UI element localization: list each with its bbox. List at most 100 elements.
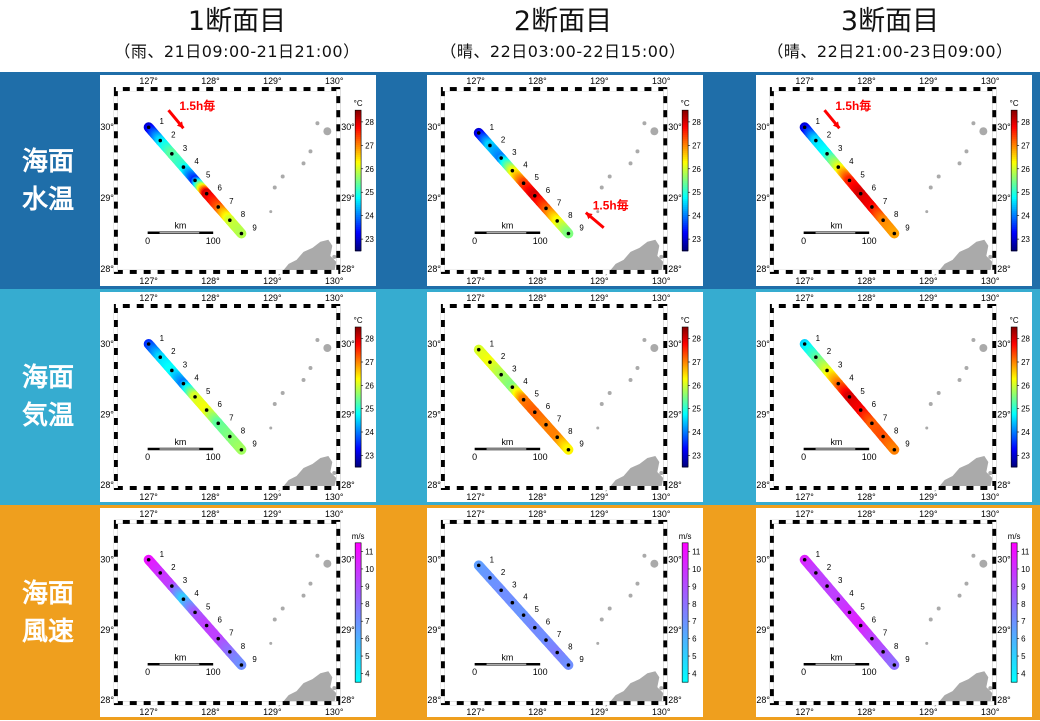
colorbar-step	[355, 672, 362, 675]
colorbar-step	[355, 558, 362, 562]
colorbar-step	[355, 572, 362, 576]
colorbar-step	[355, 353, 362, 356]
colorbar-step	[1011, 668, 1018, 671]
island	[925, 210, 929, 214]
colorbar-step	[682, 160, 689, 163]
map-chart: 127°127°128°128°129°129°130°130°30° 30°29…	[100, 509, 374, 717]
colorbar-step	[355, 361, 362, 364]
colorbar-step	[1011, 116, 1018, 119]
colorbar-tick-label: 24	[692, 428, 701, 437]
station-point	[204, 623, 209, 628]
colorbar-step	[355, 236, 362, 240]
interval-annotation: 1.5h毎	[179, 98, 215, 113]
colorbar-step	[682, 379, 689, 382]
colorbar-step	[1011, 600, 1018, 604]
colorbar-step	[355, 180, 362, 184]
colorbar-step	[355, 578, 362, 582]
colorbar-step	[682, 443, 689, 446]
station-point	[555, 219, 560, 223]
colorbar-step	[682, 226, 689, 230]
map-panel: 127° 127° 128° 128° 129° 129° 130° 130° 30° 30° 29…	[100, 75, 376, 286]
colorbar-step	[355, 327, 362, 330]
colorbar-step	[355, 662, 362, 665]
colorbar-step	[355, 198, 362, 202]
lon-tick-label: 128°	[857, 293, 876, 303]
station-label: 4	[523, 593, 528, 602]
station-label: 9	[905, 223, 910, 232]
colorbar-step	[682, 413, 689, 416]
colorbar-step	[1011, 351, 1018, 354]
colorbar-step	[682, 339, 689, 342]
lat-tick-label: 29°	[997, 193, 1011, 203]
colorbar-step	[682, 652, 689, 655]
colorbar-step	[1011, 634, 1018, 637]
colorbar-step	[1011, 132, 1018, 135]
colorbar-step	[682, 451, 689, 454]
lon-tick-label: 130°	[981, 492, 1000, 502]
colorbar-tick-label: 5	[1021, 652, 1026, 661]
colorbar-step	[682, 168, 689, 171]
station-label: 2	[501, 568, 506, 577]
lon-tick-label: 129°	[263, 509, 282, 519]
lat-tick-label: 29°	[997, 409, 1011, 419]
colorbar-step	[682, 437, 689, 440]
colorbar-step	[1011, 608, 1018, 612]
station-point	[170, 584, 174, 588]
station-label: 2	[171, 563, 176, 572]
colorbar-step	[682, 387, 689, 390]
colorbar-step	[1011, 357, 1018, 360]
colorbar-step	[1011, 650, 1018, 653]
colorbar-step	[355, 427, 362, 430]
colorbar-step	[355, 240, 362, 244]
lat-tick-label: 28°	[100, 264, 114, 274]
station-label: 9	[579, 223, 584, 232]
lon-tick-label: 130°	[981, 707, 1000, 717]
colorbar-step	[682, 164, 689, 167]
colorbar-step	[355, 441, 362, 444]
island	[988, 254, 993, 259]
map-chart: 127°127°128°128°129°129°130°130°30° 30°29…	[427, 293, 701, 502]
station-label: 1	[816, 334, 821, 343]
station-point	[544, 638, 548, 642]
colorbar-step	[682, 660, 689, 663]
colorbar-step	[682, 616, 689, 619]
station-point	[881, 434, 885, 439]
station-point	[566, 231, 571, 236]
island	[971, 553, 976, 558]
row-label: 海面 水温	[21, 146, 74, 215]
colorbar-step	[1011, 453, 1018, 456]
colorbar-step	[682, 465, 689, 468]
colorbar-step	[1011, 433, 1018, 436]
station-point	[533, 193, 537, 198]
colorbar-step	[355, 168, 362, 171]
colorbar-step	[355, 182, 362, 186]
colorbar-step	[1011, 379, 1018, 382]
lat-tick-label: 30°	[997, 555, 1011, 565]
island	[607, 606, 612, 611]
colorbar-step	[1011, 152, 1018, 155]
colorbar-step	[1011, 431, 1018, 434]
station-point	[521, 181, 526, 186]
colorbar-step	[355, 190, 362, 194]
colorbar-step	[355, 560, 362, 564]
colorbar	[681, 326, 689, 468]
colorbar-step	[355, 606, 362, 610]
lat-tick-label: 28°	[427, 695, 441, 705]
lat-tick-label: 29°	[668, 193, 682, 203]
island	[269, 641, 273, 645]
colorbar-step	[1011, 206, 1018, 210]
station-label: 6	[546, 402, 551, 411]
island	[323, 127, 332, 136]
colorbar-step	[355, 136, 362, 139]
station-point	[158, 138, 163, 143]
colorbar-step	[682, 234, 689, 238]
colorbar-step	[682, 612, 689, 615]
station-point	[204, 408, 209, 412]
station-label: 5	[535, 605, 540, 614]
station-label: 7	[229, 629, 234, 638]
colorbar-step	[355, 584, 362, 588]
colorbar-step	[355, 586, 362, 590]
station-label: 4	[849, 374, 854, 383]
colorbar-step	[1011, 568, 1018, 572]
island	[957, 593, 962, 598]
